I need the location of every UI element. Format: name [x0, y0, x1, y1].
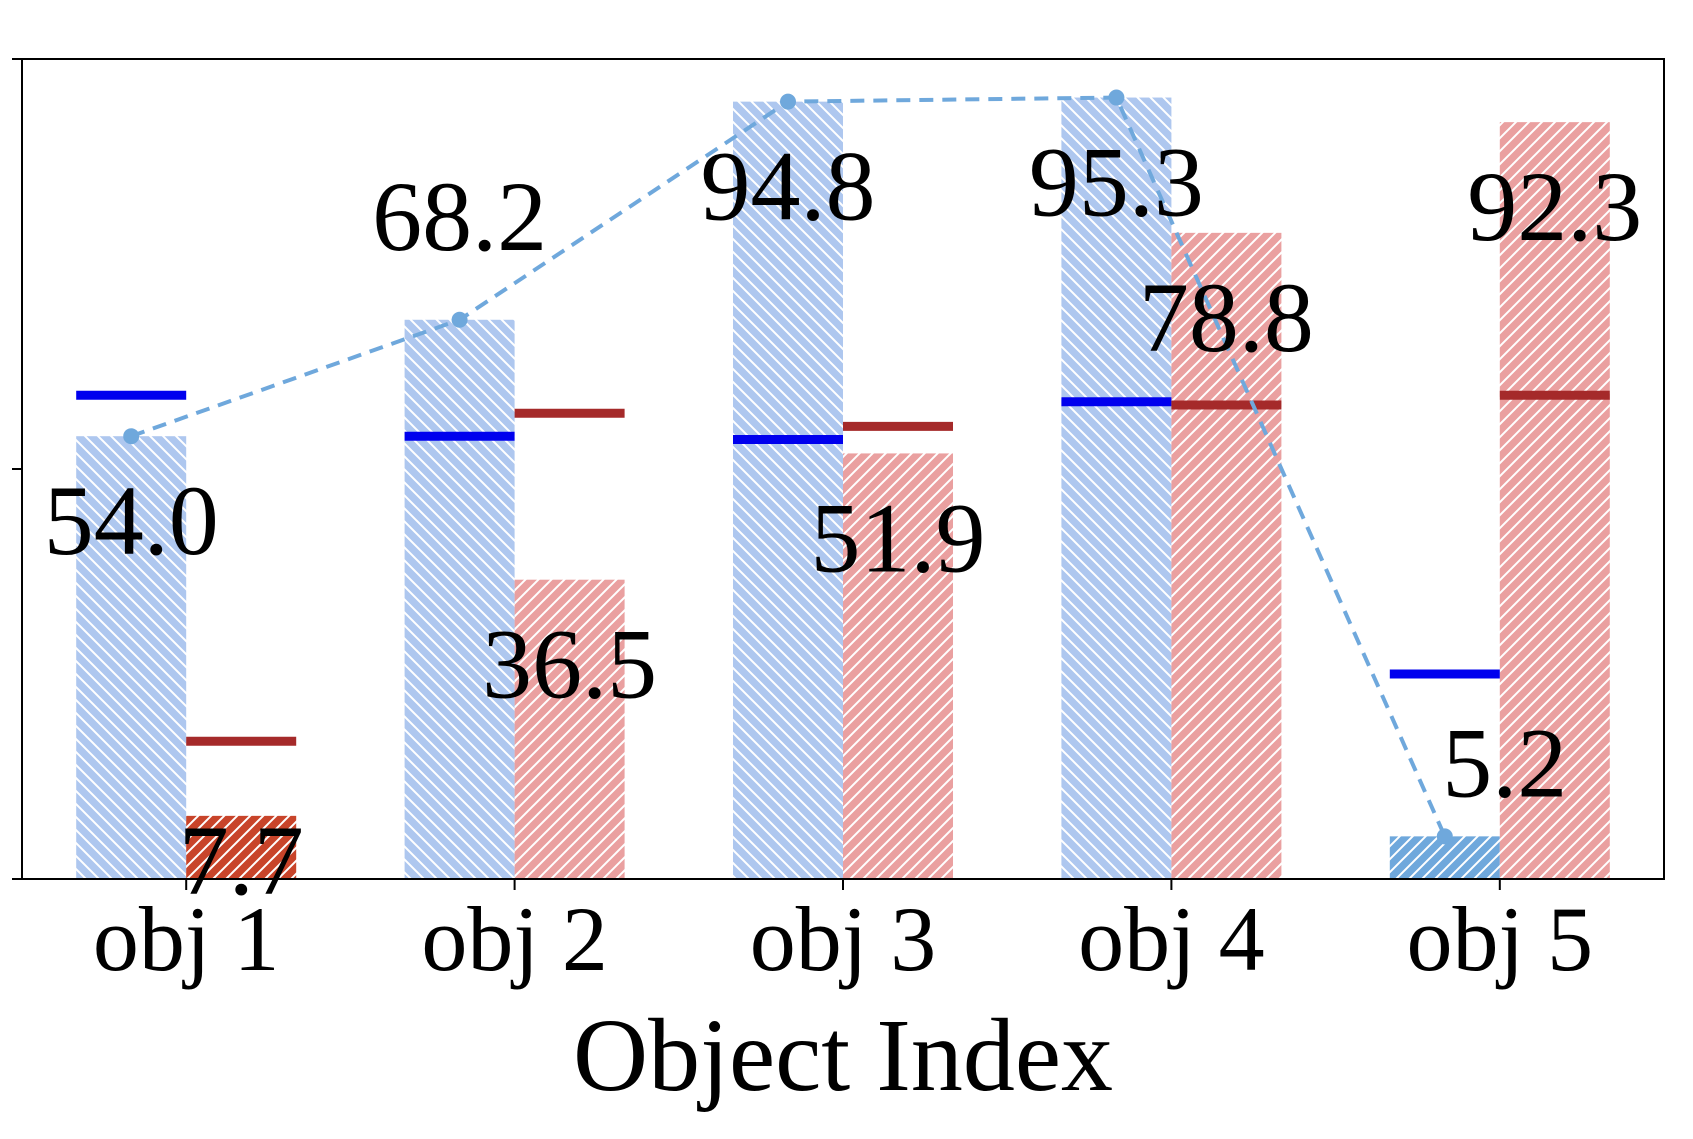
reference-marks-layer	[76, 390, 1610, 746]
data-label-series2-obj3: 51.9	[811, 482, 986, 593]
trend-point-obj2	[451, 311, 468, 328]
data-label-series1-obj4: 95.3	[1029, 127, 1204, 238]
data-label-series1-obj2: 68.2	[372, 161, 547, 272]
data-label-series2-obj2: 36.5	[482, 609, 657, 720]
x-tick-label-4: obj 4	[1078, 888, 1265, 990]
bar-series1-obj2	[404, 319, 515, 879]
x-tick-label-2: obj 2	[421, 888, 608, 990]
data-label-series2-obj4: 78.8	[1139, 262, 1314, 373]
bar-series2-obj2	[514, 579, 625, 879]
x-tick-label-1: obj 1	[93, 888, 280, 990]
bar-series1-obj1	[76, 436, 187, 879]
bar-series2-obj5	[1499, 122, 1610, 879]
data-label-series1-obj3: 94.8	[701, 131, 876, 242]
data-label-series2-obj1: 7.7	[179, 805, 304, 916]
x-tick-label-3: obj 3	[750, 888, 937, 990]
ticks-layer: obj 1 obj 2 obj 3 obj 4 obj 5	[12, 58, 1594, 990]
x-tick-label-5: obj 5	[1407, 888, 1594, 990]
bar-series1-obj4	[1061, 97, 1172, 880]
bars-layer	[76, 97, 1610, 880]
data-label-series1-obj1: 54.0	[44, 465, 219, 576]
trend-point-obj4	[1108, 89, 1125, 106]
bar-series2-obj1	[186, 815, 297, 879]
data-label-series1-obj5: 5.2	[1442, 707, 1567, 818]
trend-line-layer	[123, 89, 1453, 845]
x-axis-label: Object Index	[573, 998, 1113, 1113]
trend-point-obj3	[780, 93, 796, 110]
data-label-series2-obj5: 92.3	[1467, 151, 1642, 262]
bar-series2-obj3	[843, 453, 953, 879]
data-labels-layer: 54.0 68.2 94.8 95.3 5.2 7.7 36.5 51.9 78.8 92.3	[44, 127, 1643, 916]
trend-point-obj1	[123, 428, 140, 445]
bar-series1-obj3	[733, 101, 843, 879]
trend-point-obj5	[1436, 828, 1453, 845]
